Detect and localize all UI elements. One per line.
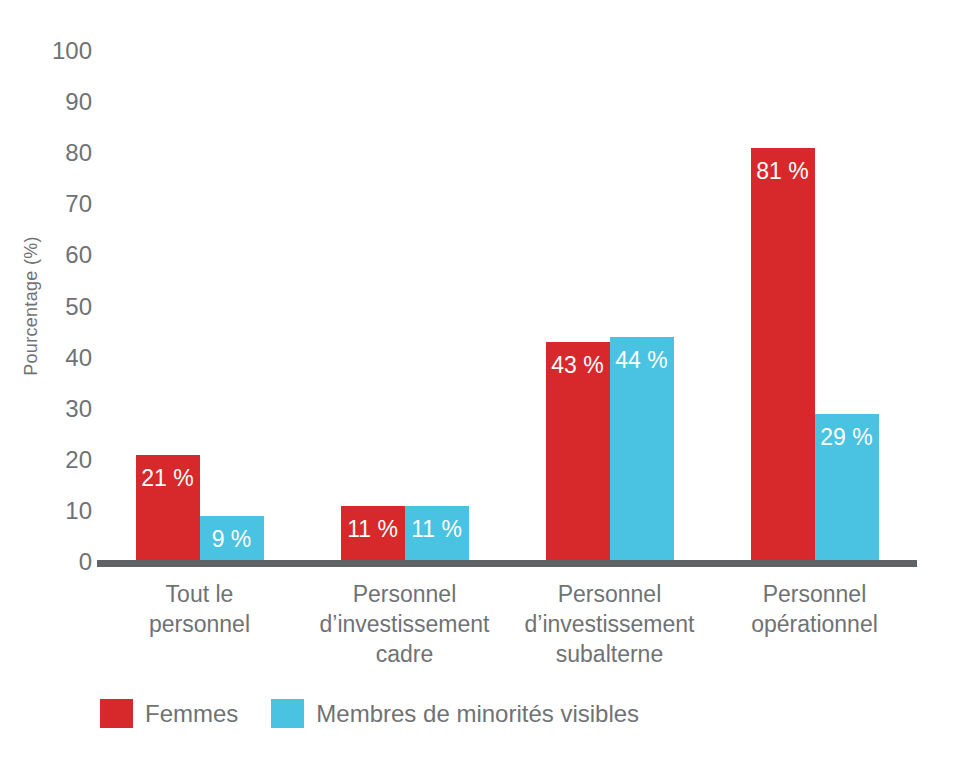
x-axis-category-label: Personneld’investissementsubalterne — [507, 579, 712, 669]
bar-value-label: 44 % — [610, 347, 674, 374]
y-axis-ticks: 0 10 20 30 40 50 60 70 80 90 100 — [0, 0, 92, 768]
x-axis-category-label: Personneld’investissementcadre — [302, 579, 507, 669]
x-axis-category-line: Tout le — [97, 579, 302, 609]
bar-value-label: 29 % — [815, 424, 879, 451]
bar-minorites-visibles: 29 % — [815, 414, 879, 562]
y-tick-label: 100 — [52, 37, 92, 65]
bar-value-label: 11 % — [341, 516, 405, 543]
legend-swatch — [100, 699, 133, 728]
y-tick-label: 80 — [65, 139, 92, 167]
x-axis-labels: Tout lepersonnelPersonneld’investissemen… — [97, 579, 917, 669]
bar-value-label: 21 % — [136, 465, 200, 492]
x-axis-category-label: Personnelopérationnel — [712, 579, 917, 669]
plot-area: 21 %9 %11 %11 %43 %44 %81 %29 % — [97, 0, 917, 562]
legend-swatch — [271, 699, 304, 728]
bar-minorites-visibles: 44 % — [610, 337, 674, 562]
bar-femmes: 81 % — [751, 148, 815, 562]
y-tick-label: 50 — [65, 293, 92, 321]
x-axis-category-line: opérationnel — [712, 609, 917, 639]
legend: Femmes Membres de minorités visibles — [100, 699, 639, 728]
bar-value-label: 9 % — [200, 526, 264, 553]
bar-minorites-visibles: 9 % — [200, 516, 264, 562]
bar-femmes: 21 % — [136, 455, 200, 562]
bar-group: 43 %44 % — [507, 0, 712, 562]
x-axis-category-label: Tout lepersonnel — [97, 579, 302, 669]
bar-value-label: 11 % — [405, 516, 469, 543]
legend-item: Membres de minorités visibles — [271, 699, 639, 728]
legend-item: Femmes — [100, 699, 238, 728]
y-tick-label: 90 — [65, 88, 92, 116]
y-tick-label: 0 — [79, 548, 92, 576]
legend-label: Femmes — [145, 700, 238, 728]
y-tick-label: 10 — [65, 497, 92, 525]
x-axis-category-line: personnel — [97, 609, 302, 639]
bar-femmes: 43 % — [546, 342, 610, 562]
bar-femmes: 11 % — [341, 506, 405, 562]
bar-value-label: 43 % — [546, 352, 610, 379]
bar-group: 81 % 29 % — [712, 0, 917, 562]
x-axis-category-line: Personnel — [712, 579, 917, 609]
bar-minorites-visibles: 11 % — [405, 506, 469, 562]
x-axis-category-line: Personnel — [507, 579, 712, 609]
x-axis-category-line: subalterne — [507, 639, 712, 669]
x-axis-category-line: Personnel — [302, 579, 507, 609]
legend-label: Membres de minorités visibles — [316, 700, 639, 728]
bar-chart: Pourcentage (%) 0102030405060708090100 2… — [0, 0, 960, 768]
y-tick-label: 70 — [65, 190, 92, 218]
y-tick-label: 40 — [65, 344, 92, 372]
y-tick-label: 30 — [65, 395, 92, 423]
x-axis-category-line: cadre — [302, 639, 507, 669]
x-axis-category-line: d’investissement — [302, 609, 507, 639]
y-tick-label: 60 — [65, 241, 92, 269]
bar-group: 11 %11 % — [302, 0, 507, 562]
x-axis-category-line: d’investissement — [507, 609, 712, 639]
bar-group: 21 % 9 % — [97, 0, 302, 562]
x-axis-line — [97, 560, 917, 567]
bar-value-label: 81 % — [751, 158, 815, 185]
y-tick-label: 20 — [65, 446, 92, 474]
